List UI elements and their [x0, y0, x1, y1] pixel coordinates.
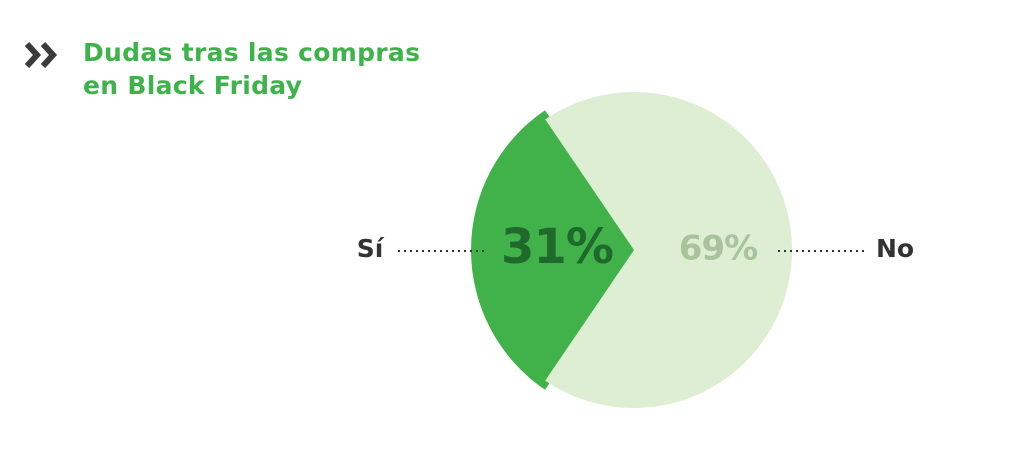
chevron-icon [24, 41, 58, 69]
category-label: No [876, 234, 914, 263]
value-label: 31% [501, 219, 613, 275]
pie-slice [471, 110, 640, 390]
category-label: Sí [357, 234, 385, 263]
pie-slice [545, 92, 792, 408]
chart-title: Dudas tras las compras en Black Friday [83, 38, 421, 100]
value-label: 69% [679, 229, 757, 269]
